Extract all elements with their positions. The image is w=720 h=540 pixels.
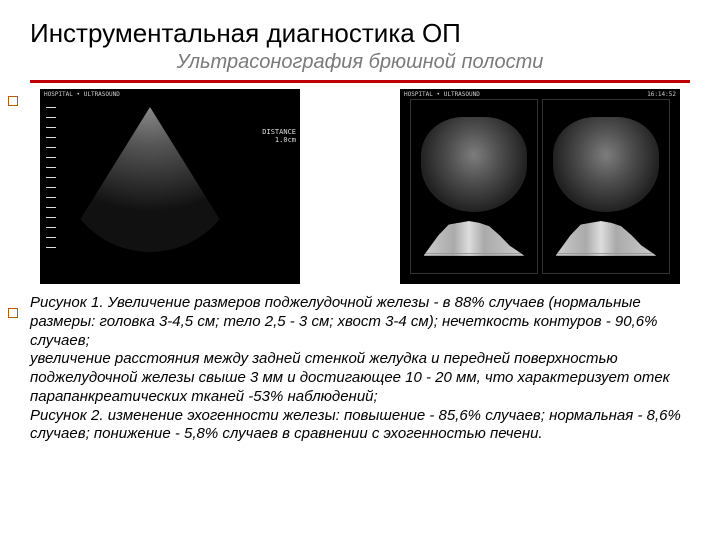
ultrasound-image-2: HOSPITAL • ULTRASOUND 16:14:52 xyxy=(400,89,680,284)
slide-title: Инструментальная диагностика ОП xyxy=(30,18,690,49)
figure-2-label: Рисунок 2. xyxy=(30,407,104,424)
caption-line-2: увеличение расстояния между задней стенк… xyxy=(30,350,670,405)
decorative-bullet xyxy=(8,308,18,318)
caption-text: Рисунок 1. Увеличение размеров поджелудо… xyxy=(30,294,690,444)
figure-1-text: Увеличение размеров поджелудочной железы… xyxy=(30,294,657,349)
slide-subtitle: Ультрасонография брюшной полости xyxy=(30,51,690,74)
us-top-right: 16:14:52 xyxy=(647,91,676,98)
figure-2-text: изменение эхогенности железы: повышение … xyxy=(30,407,681,443)
us-overlay-text: HOSPITAL • ULTRASOUND 16:14:52 xyxy=(404,91,676,98)
divider xyxy=(30,80,690,83)
images-row: HOSPITAL • ULTRASOUND DISTANCE 1.0cm HOS… xyxy=(30,89,690,284)
histogram xyxy=(424,221,525,256)
ultrasound-image-1: HOSPITAL • ULTRASOUND DISTANCE 1.0cm xyxy=(40,89,300,284)
us-overlay-text: HOSPITAL • ULTRASOUND xyxy=(44,91,296,98)
figure-1-label: Рисунок 1. xyxy=(30,294,104,311)
ultrasound-panel-right xyxy=(542,99,670,274)
us-top-left: HOSPITAL • ULTRASOUND xyxy=(44,91,120,98)
ultrasound-fan xyxy=(60,107,240,252)
decorative-bullet xyxy=(8,96,18,106)
depth-scale xyxy=(46,107,56,252)
us-side-label: DISTANCE 1.0cm xyxy=(262,129,296,144)
us-top-left: HOSPITAL • ULTRASOUND xyxy=(404,91,480,98)
ultrasound-panel-left xyxy=(410,99,538,274)
slide: Инструментальная диагностика ОП Ультрасо… xyxy=(0,0,720,540)
histogram xyxy=(556,221,657,256)
